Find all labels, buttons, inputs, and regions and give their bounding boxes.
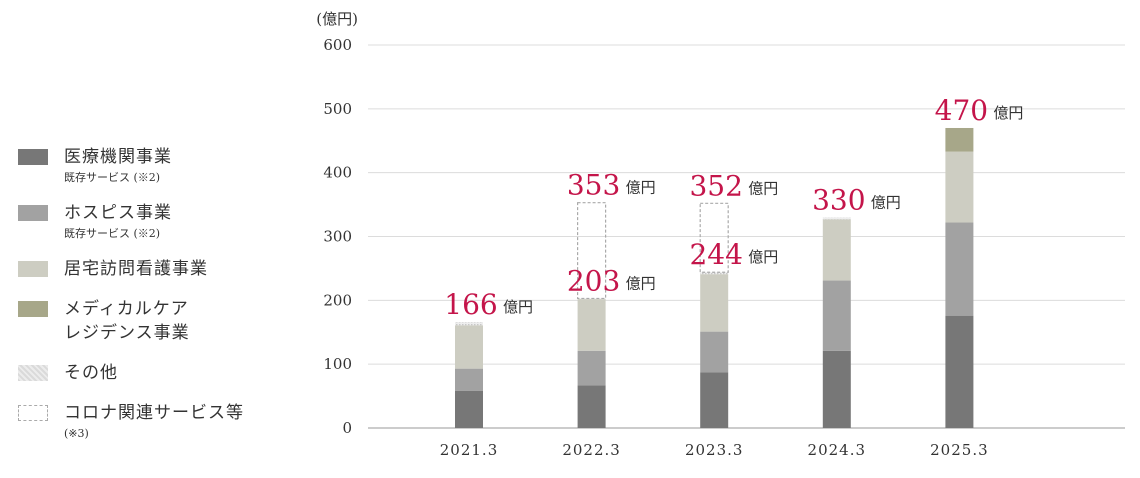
y-tick-label: 0 xyxy=(342,419,352,437)
x-tick-label: 2024.3 xyxy=(808,441,867,459)
legend-item: その他 xyxy=(18,361,298,385)
x-tick-label: 2022.3 xyxy=(562,441,621,459)
bar-segment xyxy=(700,272,729,275)
bar-segment xyxy=(822,219,851,281)
total-value-label: 470 xyxy=(935,94,988,127)
total-unit-label: 億円 xyxy=(748,248,778,266)
legend-swatch xyxy=(18,301,48,317)
total-value-label: 352 xyxy=(689,169,742,202)
total-value-label: 353 xyxy=(567,169,620,202)
total-unit-label: 億円 xyxy=(626,274,656,292)
legend-swatch xyxy=(18,149,48,165)
y-tick-label: 100 xyxy=(323,355,352,373)
bar-segment xyxy=(945,222,974,316)
legend-item: メディカルケア レジデンス事業 xyxy=(18,297,298,345)
total-unit-label: 億円 xyxy=(748,179,778,197)
bar-segment xyxy=(699,202,729,273)
bar-segment xyxy=(700,331,729,373)
total-value-label: 203 xyxy=(567,264,620,297)
bar-segment xyxy=(576,202,607,300)
total-unit-label: 億円 xyxy=(871,193,901,211)
x-tick-label: 2025.3 xyxy=(930,441,989,459)
legend-item: 医療機関事業既存サービス (※2) xyxy=(18,145,298,185)
total-value-label: 330 xyxy=(812,183,865,216)
x-axis: 2021.3 2022.3 2023.3 2024.3 2025.3 xyxy=(440,441,989,459)
legend-label: ホスピス事業 xyxy=(64,203,172,223)
total-labels: 166 億円 353 億円 203 億円 352 億円 244 億円 330 億円 470 億円 xyxy=(444,94,1023,321)
total-unit-label: 億円 xyxy=(503,298,533,316)
y-axis: 0 100 200 300 400 500 600 (億円) xyxy=(316,10,358,437)
total-value-label: 166 xyxy=(444,288,497,321)
bar-segment xyxy=(577,350,606,386)
legend-label: 居宅訪問看護事業 xyxy=(64,259,208,279)
bar-segment xyxy=(455,322,483,326)
y-tick-label: 400 xyxy=(323,164,352,182)
bar-segment xyxy=(822,217,851,220)
total-unit-label: 億円 xyxy=(993,104,1023,122)
x-tick-label: 2021.3 xyxy=(440,441,499,459)
bar-segment xyxy=(577,385,606,428)
bar-segment xyxy=(455,390,483,428)
legend-item: コロナ関連サービス等 (※3) xyxy=(18,401,298,441)
legend-note: (※3) xyxy=(64,427,89,440)
bar-segment xyxy=(700,372,729,428)
legend-note: 既存サービス (※2) xyxy=(64,227,161,240)
total-unit-label: 億円 xyxy=(626,179,656,197)
y-tick-label: 500 xyxy=(323,100,352,118)
legend-label: 医療機関事業 xyxy=(64,147,172,167)
bar-segment xyxy=(822,350,851,428)
bar-segment xyxy=(945,151,974,223)
y-tick-label: 300 xyxy=(323,228,352,246)
bar-segment xyxy=(700,274,729,332)
bars xyxy=(455,127,974,428)
bar-segment xyxy=(945,127,974,152)
bar-segment xyxy=(945,315,974,428)
y-axis-unit-label: (億円) xyxy=(316,10,358,28)
legend: 医療機関事業 既存サービス (※2) ホスピス事業 既存サービス (※2) 居宅訪問看護… xyxy=(18,145,298,457)
total-value-label: 244 xyxy=(689,238,742,271)
legend-label: メディカルケア レジデンス事業 xyxy=(64,299,190,343)
legend-label: コロナ関連サービス等 xyxy=(64,403,244,423)
legend-swatch xyxy=(18,261,48,277)
y-tick-label: 200 xyxy=(323,291,352,309)
legend-swatch xyxy=(18,205,48,221)
bar-segment xyxy=(455,368,483,391)
legend-item: ホスピス事業既存サービス (※2) xyxy=(18,201,298,241)
bar-segment xyxy=(822,280,851,351)
legend-note: 既存サービス (※2) xyxy=(64,171,161,184)
bar-segment xyxy=(577,299,606,351)
legend-swatch xyxy=(18,365,48,381)
legend-label: その他 xyxy=(64,363,118,383)
y-tick-label: 600 xyxy=(323,36,352,54)
legend-swatch xyxy=(18,405,48,421)
grid-lines xyxy=(368,44,1125,429)
legend-item: 居宅訪問看護事業 xyxy=(18,257,298,281)
x-tick-label: 2023.3 xyxy=(685,441,744,459)
bar-segment xyxy=(455,325,483,369)
